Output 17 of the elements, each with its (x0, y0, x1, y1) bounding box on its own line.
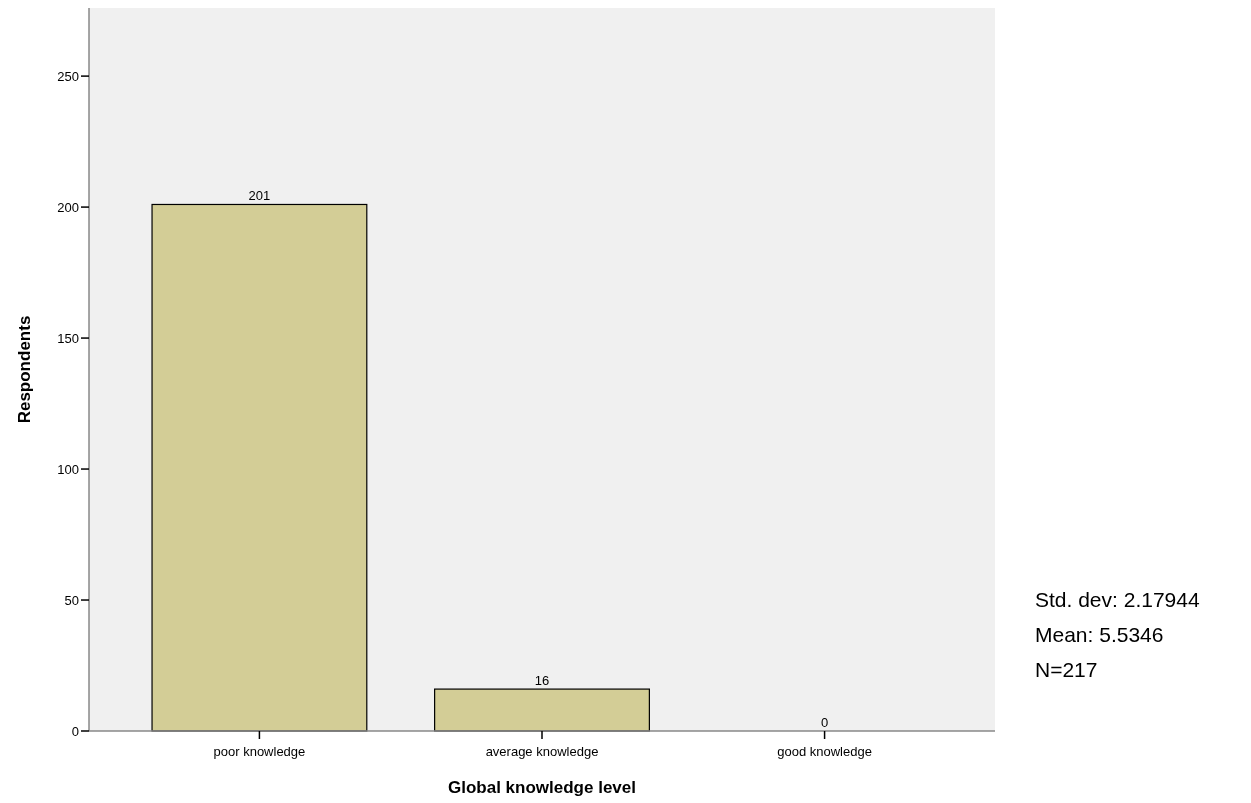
y-tick-label: 250 (57, 68, 79, 84)
y-tick-label: 150 (57, 330, 79, 346)
x-axis-title: Global knowledge level (448, 778, 636, 797)
y-axis-title: Respondents (15, 315, 34, 424)
text: Mean: 5.5346 (1035, 623, 1164, 646)
y-tick-label: 100 (57, 461, 79, 477)
text: Std. dev: 2.17944 (1035, 588, 1200, 611)
y-tick-label: 200 (57, 199, 79, 215)
data-label: 16 (534, 673, 550, 689)
x-tick-label: poor knowledge (213, 744, 306, 759)
data-label: 0 (820, 715, 829, 730)
x-tick-label: good knowledge (777, 744, 872, 759)
data-label: 201 (248, 188, 271, 204)
text: N=217 (1035, 658, 1098, 681)
y-tick-label: 50 (64, 592, 79, 608)
y-tick-label: 0 (71, 723, 79, 739)
x-tick-label: average knowledge (485, 744, 599, 759)
